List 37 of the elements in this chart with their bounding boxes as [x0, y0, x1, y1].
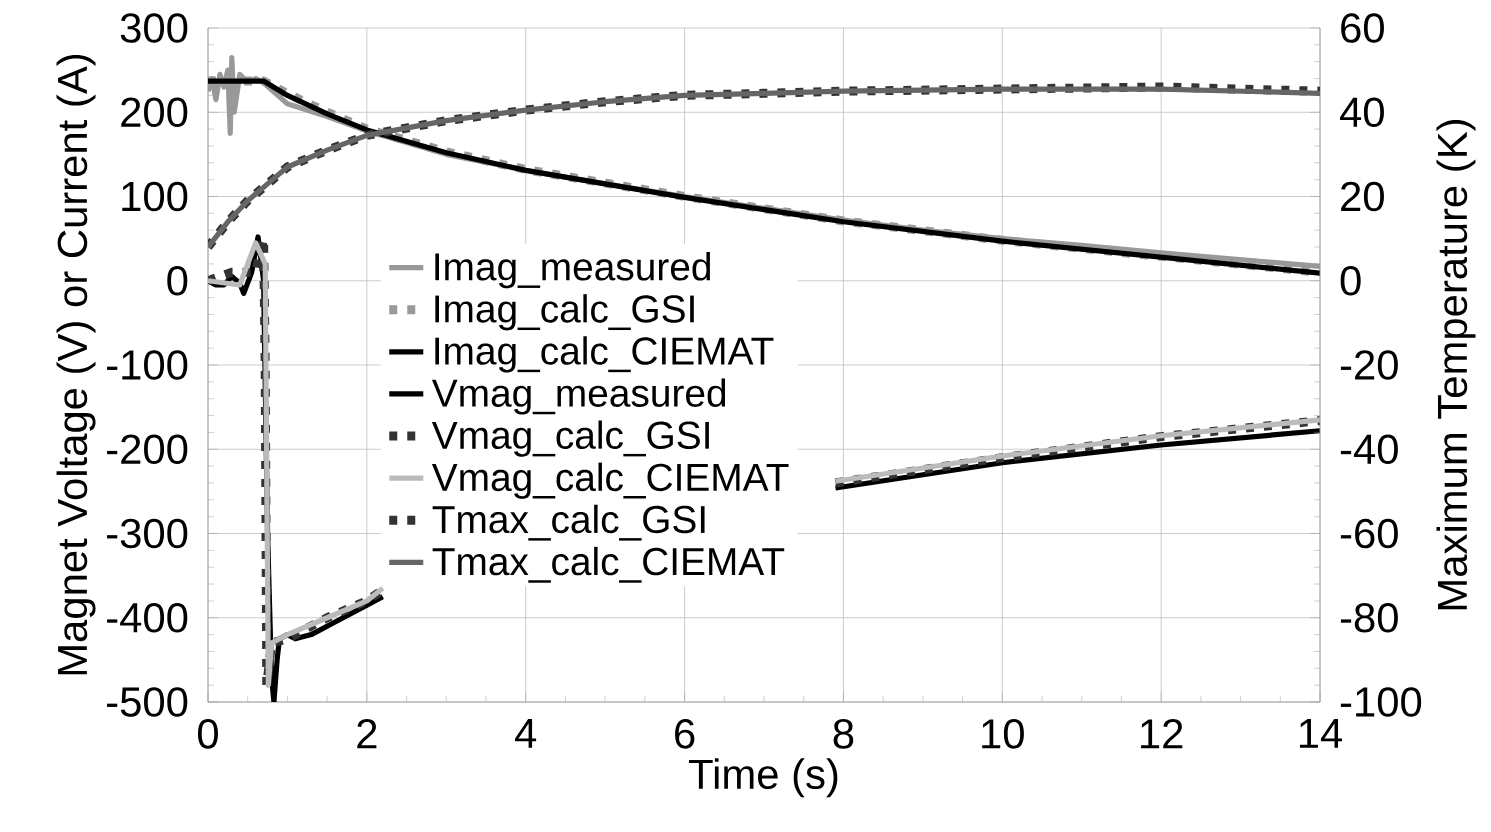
x-tick-label: 12 [1141, 719, 1183, 749]
legend-label: Tmax_calc_GSI [432, 504, 705, 541]
x-tick-label: 14 [1299, 719, 1343, 748]
x-tick-label: 4 [515, 719, 537, 748]
y-tick-label: 200 [121, 97, 188, 128]
legend-label: Tmax_calc_CIEMAT [432, 546, 785, 583]
y2-tick-label: 40 [1340, 97, 1384, 128]
legend-label: Imag_measured [435, 252, 710, 289]
y2-tick-label: 60 [1341, 13, 1384, 43]
legend-label: Vmag_calc_GSI [431, 420, 709, 457]
legend-label: Imag_calc_GSI [435, 294, 694, 331]
y2-tick-label: 0 [1340, 265, 1361, 296]
y2-tick-label: -40 [1340, 434, 1398, 465]
legend-label: Vmag_calc_CIEMAT [431, 462, 789, 499]
y-tick-label: -500 [107, 687, 188, 717]
y2-axis-title: Maximum Temperature (K) [1436, 120, 1476, 610]
y2-tick-label: 20 [1341, 181, 1384, 212]
x-tick-label: 10 [982, 719, 1024, 749]
y2-tick-label: -60 [1340, 518, 1398, 549]
y-tick-label: -300 [107, 518, 188, 549]
y2-tick-label: -20 [1340, 350, 1398, 380]
y2-tick-label: -80 [1340, 602, 1398, 633]
y-tick-label: 300 [120, 13, 188, 43]
y-tick-label: -100 [107, 350, 188, 380]
legend-label: Imag_calc_CIEMAT [435, 336, 774, 373]
legend-label: Vmag_measured [431, 378, 726, 415]
y-tick-label: -400 [107, 602, 188, 633]
x-tick-label: 8 [833, 719, 854, 749]
x-tick-label: 0 [197, 719, 218, 749]
x-tick-label: 6 [675, 719, 695, 749]
x-axis-title: Time (s) [689, 758, 838, 798]
y2-tick-label: -100 [1340, 687, 1422, 717]
y-tick-label: -200 [107, 434, 188, 465]
y-tick-label: 0 [167, 265, 188, 296]
y-tick-label: 100 [122, 181, 188, 212]
x-tick-label: 2 [357, 719, 377, 749]
y-axis-title: Magnet Voltage (V) or Current (A) [56, 54, 96, 675]
